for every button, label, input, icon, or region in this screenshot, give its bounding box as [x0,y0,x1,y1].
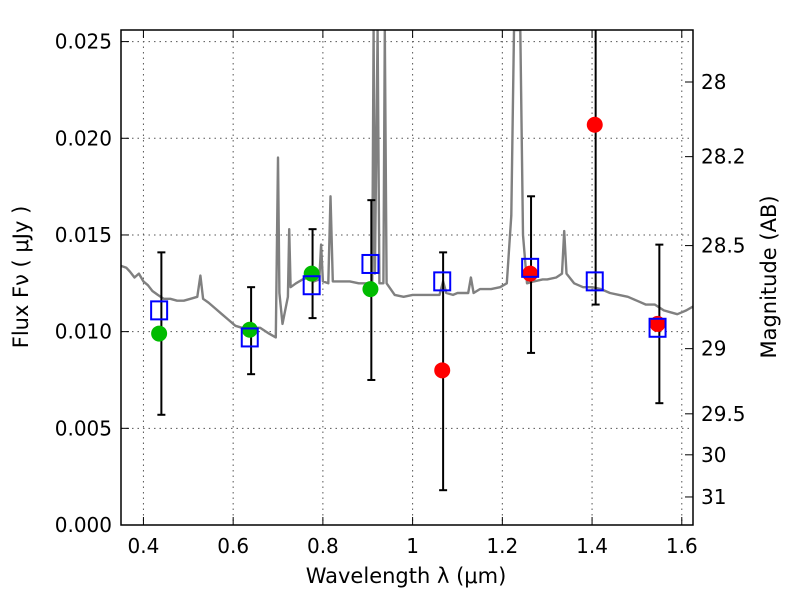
y2-tick-label: 28.2 [701,145,746,169]
square-marker [302,275,321,296]
plot-frame [120,29,694,526]
x-tick-label: 0.6 [217,534,249,558]
y2-tick-label: 28.5 [701,234,746,258]
spectrum-layer [121,30,693,339]
y-tick-label: 0.010 [55,320,112,344]
circle-marker [151,325,168,342]
square-marker [240,327,259,348]
y2-tick-label: 29.5 [701,402,746,426]
y-tick-label: 0.005 [55,416,112,440]
y2-tick-label: 28 [701,70,726,94]
x-axis-title: Wavelength λ (μm) [306,564,507,588]
x-tick-label: 0.8 [307,534,339,558]
y2-tick-label: 31 [701,485,726,509]
circle-marker [362,281,379,298]
square-marker [361,253,380,274]
x-tick-label: 1 [406,534,419,558]
square-marker [150,300,169,321]
y2-axis-title: Magnitude (AB) [757,195,781,358]
y-tick-label: 0.025 [55,30,112,54]
y2-tick-label: 30 [701,443,726,467]
gridlines [121,30,693,526]
square-marker [433,271,452,292]
x-tick-label: 1.2 [486,534,518,558]
x-tick-label: 0.4 [128,534,160,558]
y-axis-title: Flux Fν ( μJy ) [9,206,33,349]
circle-marker [303,265,320,282]
x-tick-label: 1.6 [666,534,698,558]
square-marker [648,317,667,338]
x-tick-label: 1.4 [576,534,608,558]
model-spectrum-line [121,30,693,339]
circle-marker [522,265,539,282]
circle-marker [586,116,603,133]
circle-marker [241,321,258,338]
y-tick-label: 0.015 [55,223,112,247]
circle-marker [434,362,451,379]
square-marker [521,257,540,278]
y-tick-label: 0.000 [55,513,112,537]
square-marker [585,271,604,292]
plot-background [121,30,693,525]
markers [150,116,667,379]
y2-tick-label: 29 [701,337,726,361]
axis-ticks: 0.4 0.6 0.8 1 1.2 1.4 1.6 0.000 0.005 0.010 0.015 0… [55,30,746,558]
y-tick-label: 0.020 [55,126,112,150]
